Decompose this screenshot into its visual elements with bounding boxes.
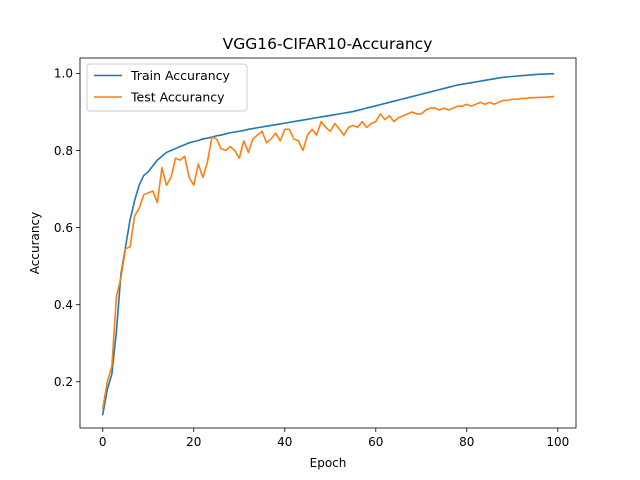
plot-frame (79, 57, 577, 429)
legend-box (86, 63, 248, 112)
legend-label-test: Test Accurancy (130, 90, 225, 105)
x-tick-label: 60 (368, 435, 383, 449)
y-tick-label: 0.4 (54, 298, 73, 312)
x-tick-label: 0 (99, 435, 107, 449)
y-tick-label: 1.0 (54, 67, 73, 81)
x-tick-label: 80 (459, 435, 474, 449)
y-tick-label: 0.8 (54, 144, 73, 158)
x-axis-title: Epoch (310, 456, 347, 470)
y-tick-label: 0.6 (54, 221, 73, 235)
chart-title: VGG16-CIFAR10-Accurancy (223, 35, 433, 53)
y-tick-label: 0.2 (54, 375, 73, 389)
series-lines (101, 73, 555, 416)
legend: Train Accurancy Test Accurancy (86, 63, 248, 112)
axis-ticks: 0 20 40 60 80 100 0.2 0.4 0.6 0.8 1.0 (54, 67, 569, 449)
plot-area (80, 58, 576, 428)
x-tick-label: 40 (277, 435, 292, 449)
x-tick-label: 100 (546, 435, 569, 449)
y-axis-title: Accurancy (28, 212, 42, 274)
series-line-test (101, 95, 555, 410)
legend-label-train: Train Accurancy (130, 68, 231, 83)
x-tick-label: 20 (186, 435, 201, 449)
series-line-train (101, 73, 555, 416)
